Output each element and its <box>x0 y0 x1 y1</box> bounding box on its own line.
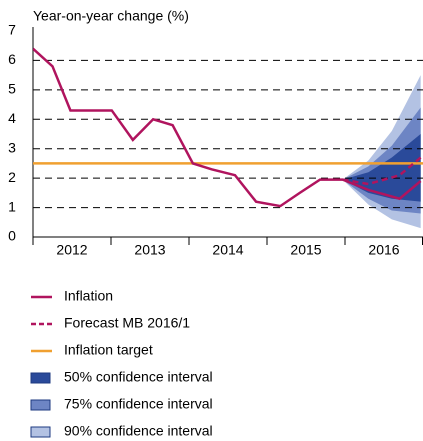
legend-swatch <box>30 399 51 411</box>
x-tick-label: 2013 <box>134 242 165 258</box>
x-tick-label: 2014 <box>212 242 243 258</box>
y-tick-label: 6 <box>8 51 16 67</box>
y-tick-label: 5 <box>8 81 16 97</box>
y-tick-label: 0 <box>8 228 16 244</box>
y-tick-label: 7 <box>8 22 16 38</box>
legend-label: 75% confidence interval <box>64 396 213 412</box>
legend-label: Inflation <box>64 288 113 304</box>
legend-swatch <box>30 426 51 438</box>
y-tick-label: 4 <box>8 110 16 126</box>
x-tick-label: 2012 <box>56 242 87 258</box>
legend-label: Inflation target <box>64 342 153 358</box>
y-tick-label: 1 <box>8 198 16 214</box>
x-tick-label: 2015 <box>290 242 321 258</box>
x-tick-label: 2016 <box>368 242 399 258</box>
series-line <box>342 156 422 186</box>
legend-label: 50% confidence interval <box>64 369 213 385</box>
legend-label: Forecast MB 2016/1 <box>64 315 190 331</box>
chart-title: Year-on-year change (%) <box>33 8 189 24</box>
legend-label: 90% confidence interval <box>64 423 213 439</box>
y-tick-label: 2 <box>8 169 16 185</box>
series-line <box>33 47 422 208</box>
y-tick-label: 3 <box>8 139 16 155</box>
legend-swatch <box>30 372 51 384</box>
confidence-band <box>342 134 421 202</box>
